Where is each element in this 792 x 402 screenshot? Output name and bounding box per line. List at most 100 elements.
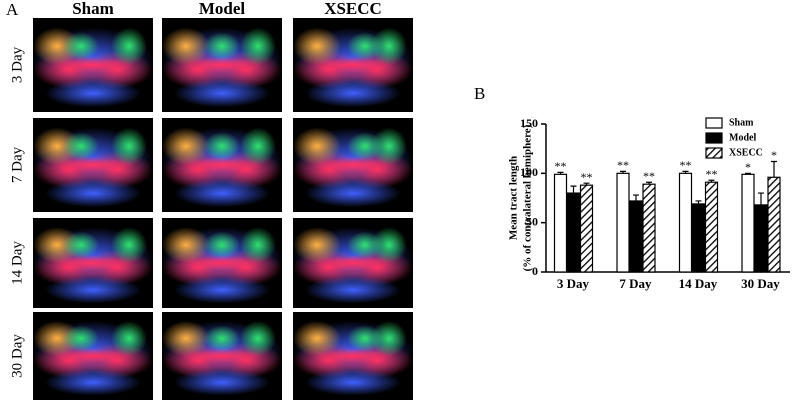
- column-header: Sham: [72, 0, 114, 18]
- legend-label: Model: [729, 132, 756, 143]
- legend-swatch: [705, 147, 723, 159]
- texture: [174, 369, 270, 396]
- texture: [162, 227, 210, 263]
- texture: [162, 127, 210, 165]
- texture: [63, 32, 99, 61]
- panel-b: B Mean tract length (% of contralateral he…: [474, 84, 790, 291]
- y-tick-label: 150: [520, 116, 538, 130]
- texture: [240, 227, 276, 263]
- error-bar: [646, 181, 652, 185]
- texture: [371, 27, 407, 65]
- error-bar: [771, 160, 777, 178]
- bar: [678, 172, 693, 273]
- error-bar: [682, 170, 689, 174]
- y-tick-label: 50: [526, 214, 538, 228]
- error-bar: [695, 200, 702, 204]
- column-header: Model: [199, 0, 246, 18]
- texture: [51, 57, 135, 73]
- row-label: 14 Day: [9, 241, 25, 285]
- texture: [204, 132, 240, 161]
- x-tick-label: 7 Day: [619, 276, 652, 291]
- bar: [704, 181, 719, 273]
- error-bar: [708, 179, 715, 183]
- bar: [741, 173, 755, 273]
- texture: [180, 57, 264, 73]
- significance-label: **: [706, 167, 718, 181]
- texture: [63, 325, 99, 352]
- texture: [111, 227, 147, 263]
- texture: [240, 320, 276, 356]
- significance-label: *: [745, 160, 751, 174]
- row-label: 7 Day: [9, 146, 25, 183]
- texture: [111, 27, 147, 65]
- y-tick-label: 0: [532, 264, 538, 278]
- panel-label: B: [474, 84, 485, 103]
- error-bar: [633, 194, 639, 201]
- bar: [553, 173, 568, 273]
- bar: [642, 183, 656, 273]
- texture: [311, 157, 395, 173]
- legend-swatch: [705, 132, 723, 144]
- bar: [616, 172, 630, 273]
- texture: [293, 227, 341, 263]
- texture: [305, 369, 401, 396]
- texture: [305, 276, 401, 304]
- bar: [579, 184, 594, 273]
- texture: [204, 325, 240, 352]
- texture: [63, 132, 99, 161]
- panel-a: Sham Model XSECC 3 Day 7 Day 14 Day 30 Day: [9, 0, 413, 400]
- significance-label: **: [643, 169, 655, 183]
- significance-label: **: [617, 158, 629, 172]
- x-tick-label: 14 Day: [679, 276, 718, 291]
- texture: [240, 127, 276, 165]
- texture: [111, 127, 147, 165]
- x-tick-label: 3 Day: [557, 276, 590, 291]
- legend-label: XSECC: [729, 147, 763, 158]
- texture: [63, 231, 99, 259]
- texture: [311, 348, 395, 364]
- significance-label: **: [555, 159, 567, 173]
- texture: [305, 179, 401, 208]
- texture: [180, 348, 264, 364]
- texture: [51, 255, 135, 271]
- texture: [111, 320, 147, 356]
- texture: [293, 320, 341, 356]
- x-tick-label: 30 Day: [741, 276, 780, 291]
- error-bar: [583, 182, 590, 186]
- texture: [371, 320, 407, 356]
- error-bar: [557, 171, 564, 175]
- texture: [293, 127, 341, 165]
- texture: [45, 276, 141, 304]
- texture: [174, 179, 270, 208]
- legend-label: Sham: [729, 117, 754, 128]
- y-axis-label: (% of contralateral hemiphere): [522, 124, 534, 271]
- y-axis-label: Mean tract length: [508, 156, 520, 240]
- bar: [754, 204, 768, 273]
- bar: [691, 203, 706, 273]
- texture: [45, 79, 141, 108]
- bar: [629, 200, 643, 273]
- y-tick-label: 100: [520, 165, 538, 179]
- row-label: 3 Day: [9, 46, 25, 83]
- bar: [767, 176, 781, 273]
- panel-label: A: [6, 0, 19, 19]
- texture: [162, 27, 210, 65]
- column-header: XSECC: [324, 0, 382, 18]
- texture: [204, 231, 240, 259]
- texture: [240, 27, 276, 65]
- texture: [311, 255, 395, 271]
- legend-swatch: [705, 117, 723, 129]
- error-bar: [570, 185, 577, 194]
- texture: [51, 157, 135, 173]
- row-label: 30 Day: [9, 334, 25, 378]
- texture: [305, 79, 401, 108]
- bar: [566, 192, 581, 273]
- texture: [371, 127, 407, 165]
- texture: [45, 179, 141, 208]
- texture: [162, 320, 210, 356]
- significance-label: *: [771, 148, 777, 162]
- error-bar: [745, 172, 751, 175]
- texture: [180, 255, 264, 271]
- texture: [180, 157, 264, 173]
